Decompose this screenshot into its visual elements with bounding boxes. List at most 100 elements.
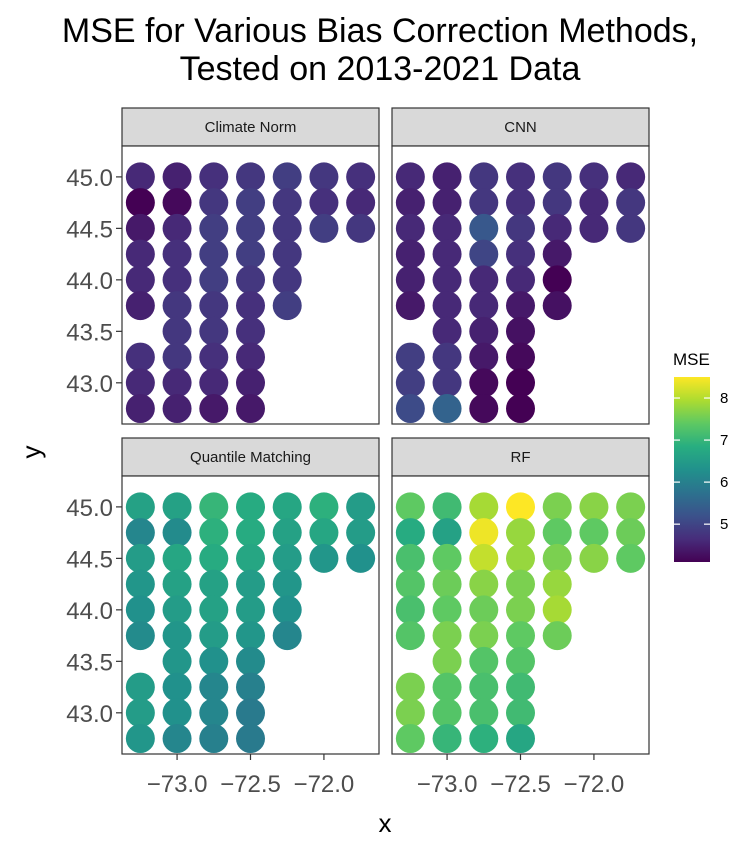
y-tick-label: 45.0 bbox=[66, 165, 113, 192]
data-point bbox=[272, 621, 302, 651]
data-point bbox=[506, 188, 535, 218]
data-point bbox=[125, 698, 155, 728]
data-point bbox=[432, 342, 462, 372]
colorbar-tick-label: 8 bbox=[720, 390, 728, 407]
data-point bbox=[432, 724, 462, 754]
data-point bbox=[542, 213, 572, 243]
data-point bbox=[469, 368, 499, 398]
y-tick-label: 44.5 bbox=[66, 546, 113, 573]
data-point bbox=[432, 595, 462, 625]
data-point bbox=[199, 188, 229, 218]
data-point bbox=[236, 569, 265, 599]
data-point bbox=[506, 291, 535, 321]
data-point bbox=[469, 621, 499, 651]
data-point bbox=[395, 188, 425, 218]
y-tick-label: 44.0 bbox=[66, 598, 113, 625]
data-point bbox=[616, 518, 646, 548]
data-point bbox=[125, 492, 155, 522]
data-point bbox=[236, 492, 265, 522]
y-tick-label: 43.0 bbox=[66, 371, 113, 398]
data-point bbox=[236, 724, 265, 754]
data-point bbox=[272, 265, 302, 295]
data-point bbox=[162, 188, 192, 218]
data-point bbox=[162, 394, 192, 424]
legend-title: MSE bbox=[673, 350, 710, 369]
data-point bbox=[506, 265, 535, 295]
data-point bbox=[469, 162, 499, 192]
data-point bbox=[432, 543, 462, 573]
data-point bbox=[506, 569, 535, 599]
data-point bbox=[199, 316, 229, 346]
data-point bbox=[199, 698, 229, 728]
data-point bbox=[506, 213, 535, 243]
data-point bbox=[395, 239, 425, 269]
data-point bbox=[236, 188, 265, 218]
data-point bbox=[432, 162, 462, 192]
data-point bbox=[272, 188, 302, 218]
data-point bbox=[125, 239, 155, 269]
colorbar bbox=[674, 377, 710, 562]
data-point bbox=[432, 316, 462, 346]
data-point bbox=[395, 394, 425, 424]
data-point bbox=[395, 569, 425, 599]
y-tick-label: 43.5 bbox=[66, 319, 113, 346]
data-point bbox=[469, 188, 499, 218]
data-point bbox=[199, 239, 229, 269]
data-point bbox=[125, 621, 155, 651]
data-point bbox=[542, 621, 572, 651]
colorbar-tick-label: 5 bbox=[720, 516, 728, 533]
data-point bbox=[162, 368, 192, 398]
facet-strip-label: RF bbox=[511, 449, 531, 466]
data-point bbox=[162, 698, 192, 728]
data-point bbox=[125, 188, 155, 218]
data-point bbox=[272, 569, 302, 599]
data-point bbox=[125, 724, 155, 754]
data-point bbox=[469, 316, 499, 346]
data-point bbox=[125, 672, 155, 702]
data-point bbox=[199, 213, 229, 243]
data-point bbox=[162, 518, 192, 548]
data-point bbox=[236, 543, 265, 573]
data-point bbox=[162, 239, 192, 269]
data-point bbox=[162, 316, 192, 346]
data-point bbox=[542, 492, 572, 522]
data-point bbox=[162, 291, 192, 321]
chart-title: MSE for Various Bias Correction Methods,… bbox=[0, 12, 742, 88]
data-point bbox=[162, 672, 192, 702]
data-point bbox=[236, 291, 265, 321]
data-point bbox=[432, 188, 462, 218]
data-point bbox=[236, 213, 265, 243]
data-point bbox=[199, 291, 229, 321]
data-point bbox=[579, 518, 609, 548]
data-point bbox=[616, 162, 646, 192]
data-point bbox=[236, 162, 265, 192]
data-point bbox=[162, 724, 192, 754]
y-tick-label: 45.0 bbox=[66, 495, 113, 522]
data-point bbox=[309, 543, 339, 573]
x-tick-label: −73.0 bbox=[417, 771, 478, 798]
data-point bbox=[309, 188, 339, 218]
data-point bbox=[199, 518, 229, 548]
data-point bbox=[162, 646, 192, 676]
facet-strip bbox=[391, 437, 650, 477]
data-point bbox=[395, 291, 425, 321]
data-point bbox=[125, 162, 155, 192]
data-point bbox=[199, 342, 229, 372]
y-tick-label: 44.0 bbox=[66, 268, 113, 295]
data-point bbox=[395, 621, 425, 651]
x-tick-label: −72.0 bbox=[294, 771, 355, 798]
data-point bbox=[506, 698, 535, 728]
data-point bbox=[506, 342, 535, 372]
data-point bbox=[432, 569, 462, 599]
data-point bbox=[542, 265, 572, 295]
data-point bbox=[236, 368, 265, 398]
data-point bbox=[125, 394, 155, 424]
chart-title-line-1: MSE for Various Bias Correction Methods, bbox=[61, 12, 699, 50]
data-point bbox=[542, 569, 572, 599]
data-point bbox=[272, 291, 302, 321]
data-point bbox=[346, 213, 376, 243]
data-point bbox=[506, 518, 535, 548]
data-point bbox=[272, 239, 302, 269]
data-point bbox=[236, 265, 265, 295]
